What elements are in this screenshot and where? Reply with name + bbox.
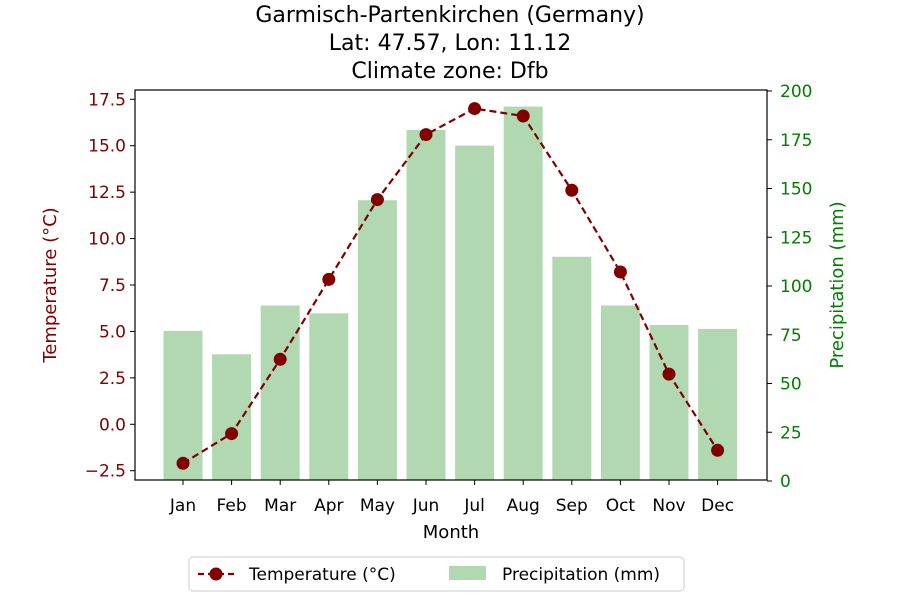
legend-precipitation-swatch-icon bbox=[449, 566, 486, 580]
right-tick-label: 200 bbox=[780, 82, 812, 102]
temperature-series bbox=[176, 102, 725, 470]
temperature-point bbox=[565, 183, 579, 197]
right-tick-label: 25 bbox=[780, 423, 802, 443]
precipitation-bar bbox=[600, 305, 640, 480]
legend-temperature-marker-icon bbox=[209, 567, 223, 581]
precipitation-bar bbox=[309, 313, 349, 480]
left-y-axis: −2.5 0.0 2.5 5.0 7.5 10.0 12.5 15.0 17.5 bbox=[85, 90, 135, 482]
x-axis-label: Month bbox=[423, 522, 479, 543]
precipitation-bar bbox=[552, 256, 592, 480]
x-tick-label: Oct bbox=[606, 496, 636, 516]
x-tick-label: Jun bbox=[412, 496, 440, 516]
legend-box bbox=[188, 556, 685, 592]
precipitation-bar bbox=[698, 328, 738, 480]
temperature-point bbox=[273, 352, 287, 366]
left-tick-label: 12.5 bbox=[88, 183, 126, 203]
x-tick-label: May bbox=[360, 496, 395, 516]
temperature-point bbox=[516, 109, 530, 123]
precipitation-bar bbox=[503, 106, 543, 480]
precipitation-bar bbox=[455, 145, 495, 480]
right-tick-label: 50 bbox=[780, 375, 802, 395]
left-tick-label: 17.5 bbox=[88, 90, 126, 110]
left-tick-label: 7.5 bbox=[99, 276, 126, 296]
left-tick-label: 15.0 bbox=[88, 137, 126, 157]
temperature-point bbox=[711, 443, 725, 457]
left-tick-label: −2.5 bbox=[85, 462, 126, 482]
x-tick-label: Jan bbox=[169, 496, 196, 516]
precipitation-bar bbox=[260, 305, 300, 480]
right-y-axis: 0 25 50 75 100 125 150 175 200 bbox=[767, 82, 812, 492]
left-tick-label: 10.0 bbox=[88, 230, 126, 250]
x-tick-label: Sep bbox=[556, 496, 588, 516]
left-tick-label: 5.0 bbox=[99, 322, 126, 342]
chart-title-line-3: Climate zone: Dfb bbox=[351, 59, 548, 84]
right-tick-label: 75 bbox=[780, 326, 802, 346]
x-tick-label: Jul bbox=[463, 496, 485, 516]
temperature-point bbox=[322, 272, 336, 286]
right-tick-label: 100 bbox=[780, 277, 812, 297]
temperature-point bbox=[613, 265, 627, 279]
precipitation-bar bbox=[357, 200, 397, 480]
right-tick-label: 125 bbox=[780, 228, 812, 248]
legend: Temperature (°C) Precipitation (mm) bbox=[188, 556, 685, 592]
left-y-axis-label: Temperature (°C) bbox=[40, 207, 61, 363]
temperature-point bbox=[225, 427, 239, 441]
temperature-point bbox=[662, 367, 676, 381]
x-tick-label: Aug bbox=[507, 496, 540, 516]
precipitation-bar bbox=[649, 325, 689, 480]
right-y-axis-label: Precipitation (mm) bbox=[827, 201, 848, 368]
temperature-line bbox=[182, 107, 719, 465]
x-tick-label: Nov bbox=[652, 496, 685, 516]
chart-title-line-1: Garmisch-Partenkirchen (Germany) bbox=[255, 3, 644, 28]
right-tick-label: 150 bbox=[780, 180, 812, 200]
legend-precipitation-label: Precipitation (mm) bbox=[502, 565, 660, 585]
precipitation-bar bbox=[212, 354, 252, 480]
legend-temperature-label: Temperature (°C) bbox=[248, 565, 396, 585]
right-tick-label: 0 bbox=[780, 472, 791, 492]
chart-title-line-2: Lat: 47.57, Lon: 11.12 bbox=[329, 31, 571, 56]
x-axis: Jan Feb Mar Apr May Jun Jul Aug Sep Oct Nov Dec bbox=[169, 480, 734, 516]
right-tick-label: 175 bbox=[780, 131, 812, 151]
precipitation-bars bbox=[163, 106, 738, 480]
temperature-point bbox=[370, 193, 384, 207]
temperature-point bbox=[419, 128, 433, 142]
temperature-point bbox=[468, 102, 482, 116]
left-tick-label: 2.5 bbox=[99, 369, 126, 389]
temperature-point bbox=[176, 456, 190, 470]
x-tick-label: Feb bbox=[217, 496, 247, 516]
x-tick-label: Apr bbox=[314, 496, 343, 516]
precipitation-bar bbox=[406, 130, 446, 480]
x-tick-label: Dec bbox=[701, 496, 734, 516]
x-tick-label: Mar bbox=[264, 496, 296, 516]
left-tick-label: 0.0 bbox=[99, 415, 126, 435]
